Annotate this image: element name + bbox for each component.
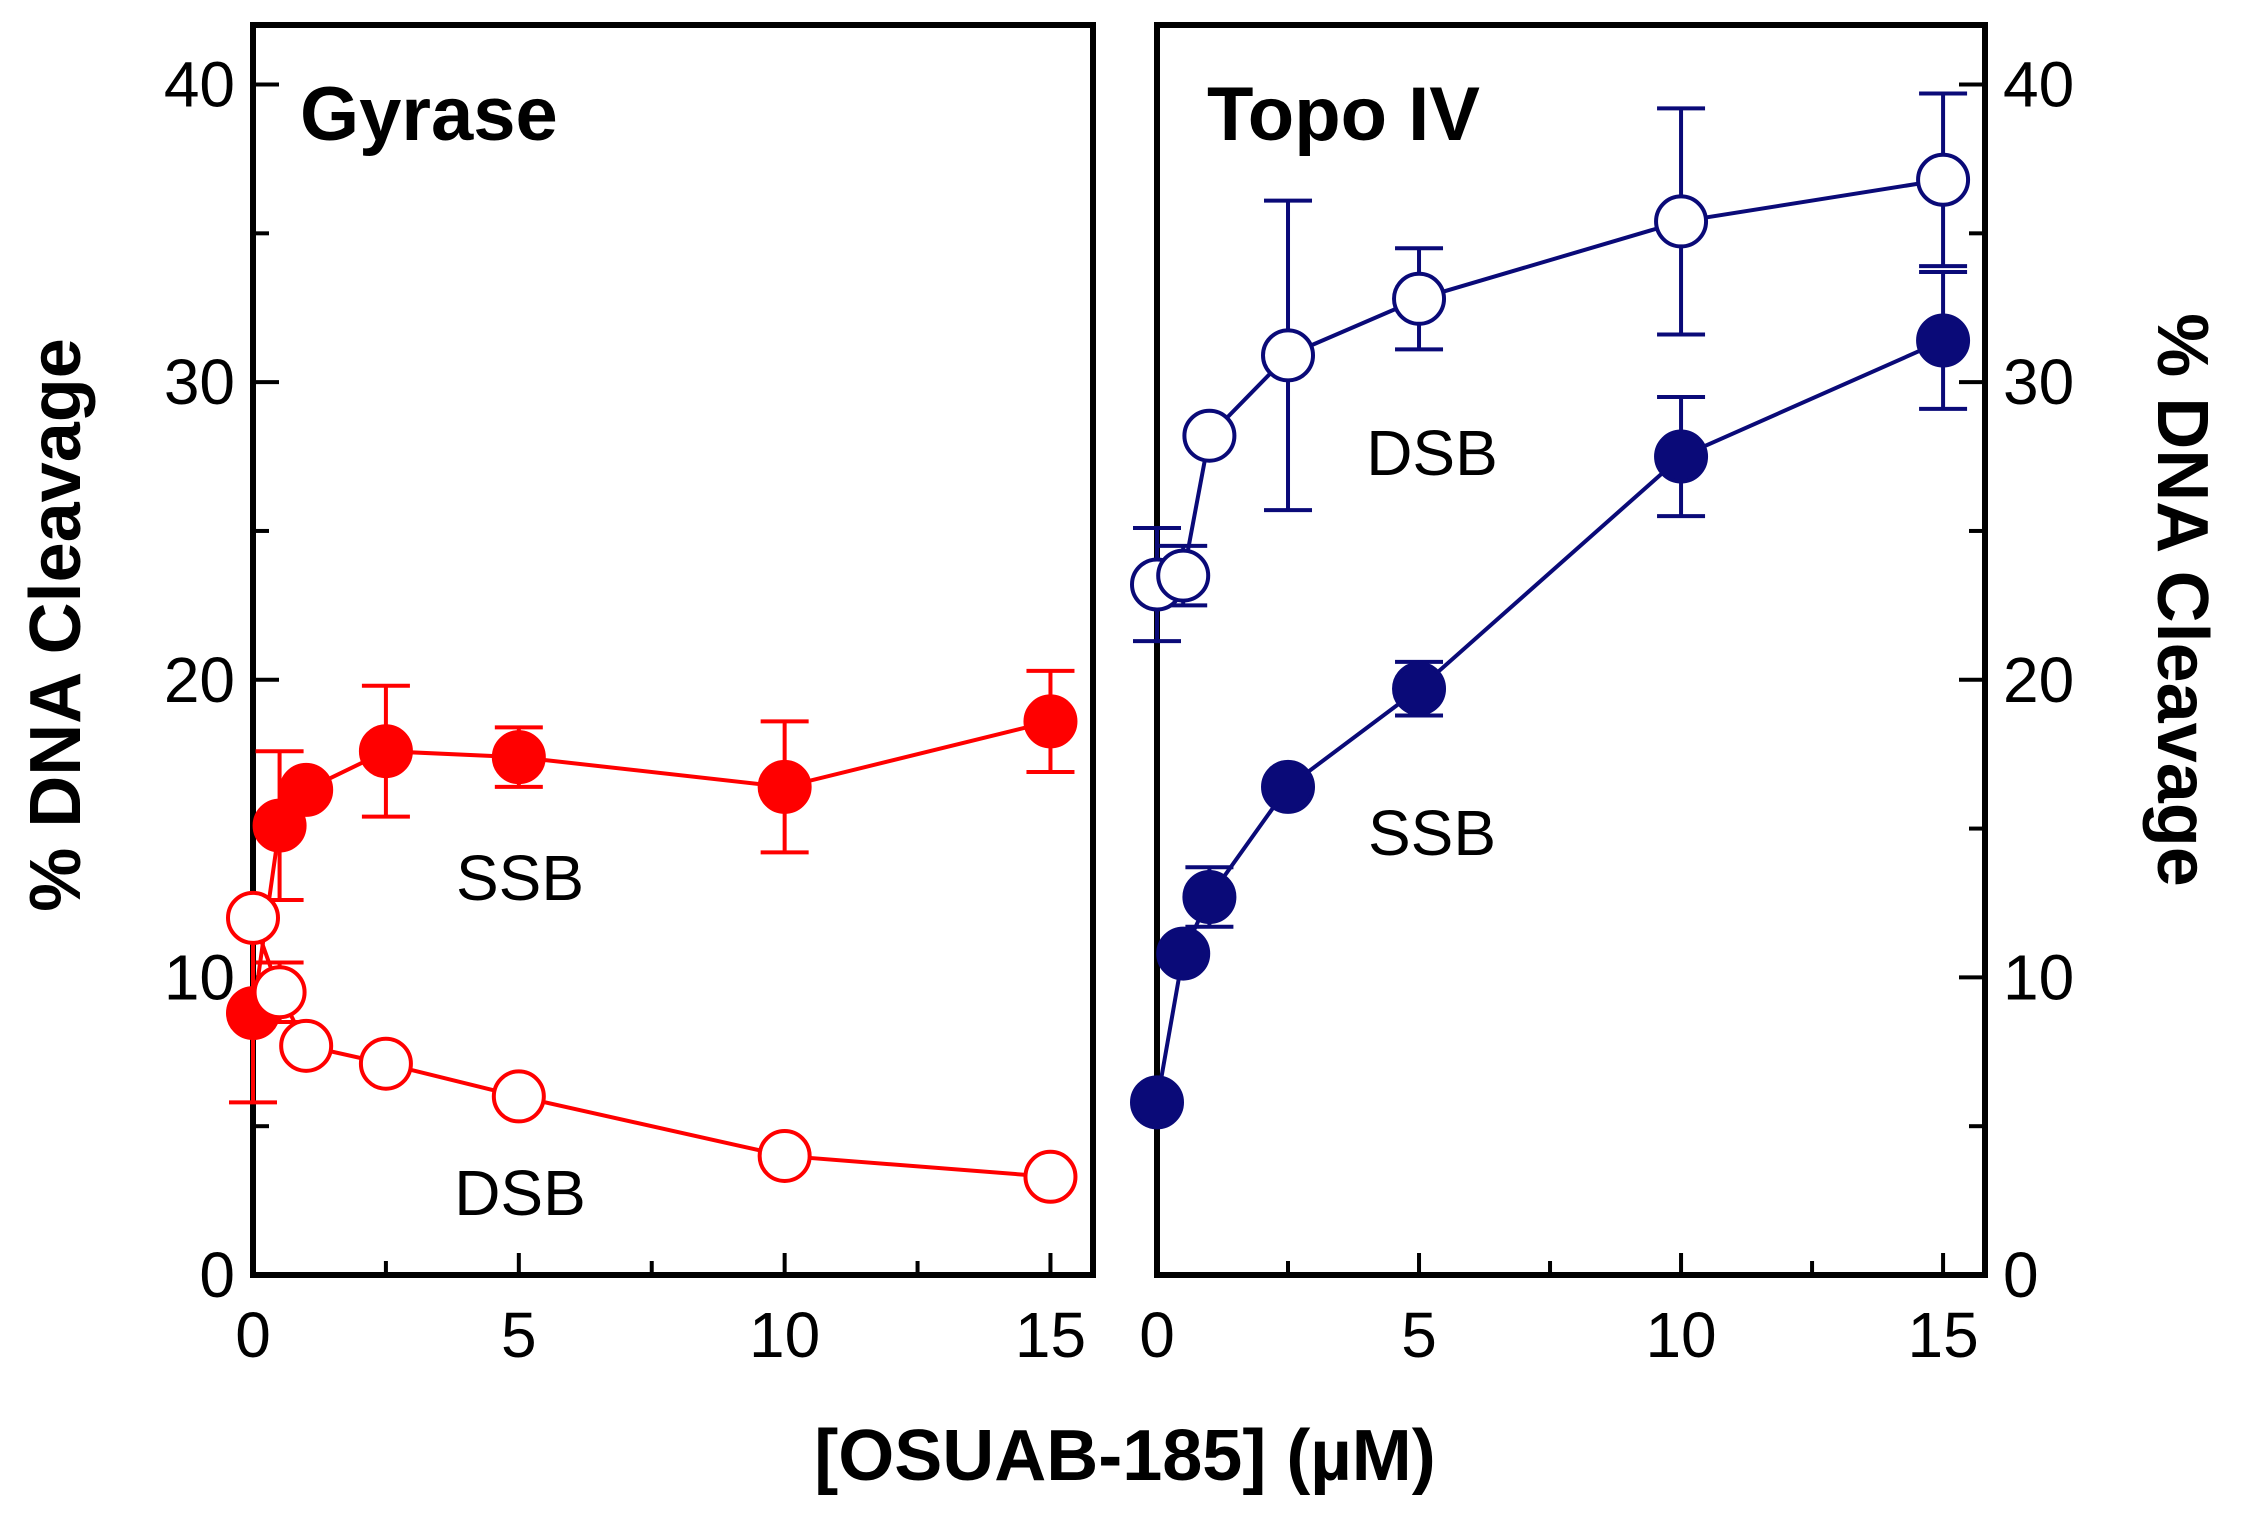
data-point-dsb xyxy=(1916,152,1971,207)
data-point-dsb xyxy=(252,965,307,1020)
data-point-ssb xyxy=(1916,313,1971,368)
data-point-ssb xyxy=(1130,1075,1184,1130)
left-y-axis-title: % DNA Cleavage xyxy=(16,338,96,912)
y-tick-label: 10 xyxy=(164,941,235,1013)
y-tick-label: 20 xyxy=(2003,644,2074,716)
data-point-dsb xyxy=(1654,194,1709,249)
data-point-ssb xyxy=(279,762,334,817)
topo-iv-panel: 0 5 10 15 0 10 20 30 40 Topo IV SSB DSB xyxy=(1130,22,2074,1371)
plot-frame xyxy=(250,22,1096,1275)
x-tick-label: 15 xyxy=(1907,1299,1978,1371)
data-point-dsb xyxy=(1023,1149,1078,1204)
series-label-ssb: SSB xyxy=(456,842,584,914)
y-tick-label: 40 xyxy=(164,49,235,121)
data-point-ssb xyxy=(1156,926,1211,981)
data-point-dsb xyxy=(757,1128,812,1183)
data-point-dsb xyxy=(491,1069,546,1124)
panel-title: Topo IV xyxy=(1207,72,1480,157)
y-tick-label: 10 xyxy=(2003,941,2074,1013)
series-label-dsb: DSB xyxy=(454,1157,586,1229)
y-tick-label: 0 xyxy=(199,1239,235,1311)
data-point-ssb xyxy=(1392,661,1447,716)
series-line-ssb xyxy=(1155,338,1944,1103)
x-tick-label: 10 xyxy=(749,1299,820,1371)
series-label-dsb: DSB xyxy=(1366,417,1498,489)
data-point-dsb xyxy=(358,1036,413,1091)
data-point-dsb xyxy=(279,1018,334,1073)
data-point-ssb xyxy=(757,759,812,814)
x-tick-label: 0 xyxy=(1139,1299,1175,1371)
series-line-dsb xyxy=(1156,177,1944,587)
plot-frame xyxy=(1154,22,1988,1275)
y-tick-label: 20 xyxy=(164,644,235,716)
data-point-ssb xyxy=(1182,870,1237,925)
x-tick-label: 15 xyxy=(1015,1299,1086,1371)
x-tick-label: 10 xyxy=(1645,1299,1716,1371)
gyrase-panel: 0 5 10 15 0 10 20 30 40 Gyrase SSB DSB xyxy=(164,22,1096,1371)
data-point-dsb xyxy=(1261,328,1316,383)
series-label-ssb: SSB xyxy=(1368,797,1496,869)
x-tick-label: 5 xyxy=(501,1299,537,1371)
data-point-ssb xyxy=(358,724,413,779)
y-tick-label: 30 xyxy=(2003,346,2074,418)
data-point-dsb xyxy=(1182,408,1237,463)
y-tick-label: 40 xyxy=(2003,49,2074,121)
data-point-ssb xyxy=(1654,429,1709,484)
x-tick-label: 5 xyxy=(1401,1299,1437,1371)
right-y-axis-title: % DNA Cleavage xyxy=(2142,313,2222,887)
data-point-ssb xyxy=(491,730,546,785)
x-tick-label: 0 xyxy=(235,1299,271,1371)
data-point-dsb xyxy=(1156,548,1211,603)
data-point-ssb xyxy=(1023,694,1078,749)
x-axis-title: [OSUAB-185] (µM) xyxy=(814,1416,1436,1496)
y-tick-label: 0 xyxy=(2003,1239,2039,1311)
data-point-ssb xyxy=(252,798,307,853)
panel-title: Gyrase xyxy=(300,72,558,157)
data-point-dsb xyxy=(1392,271,1447,326)
data-point-dsb xyxy=(226,890,280,945)
data-point-ssb xyxy=(1261,759,1316,814)
y-tick-label: 30 xyxy=(164,346,235,418)
